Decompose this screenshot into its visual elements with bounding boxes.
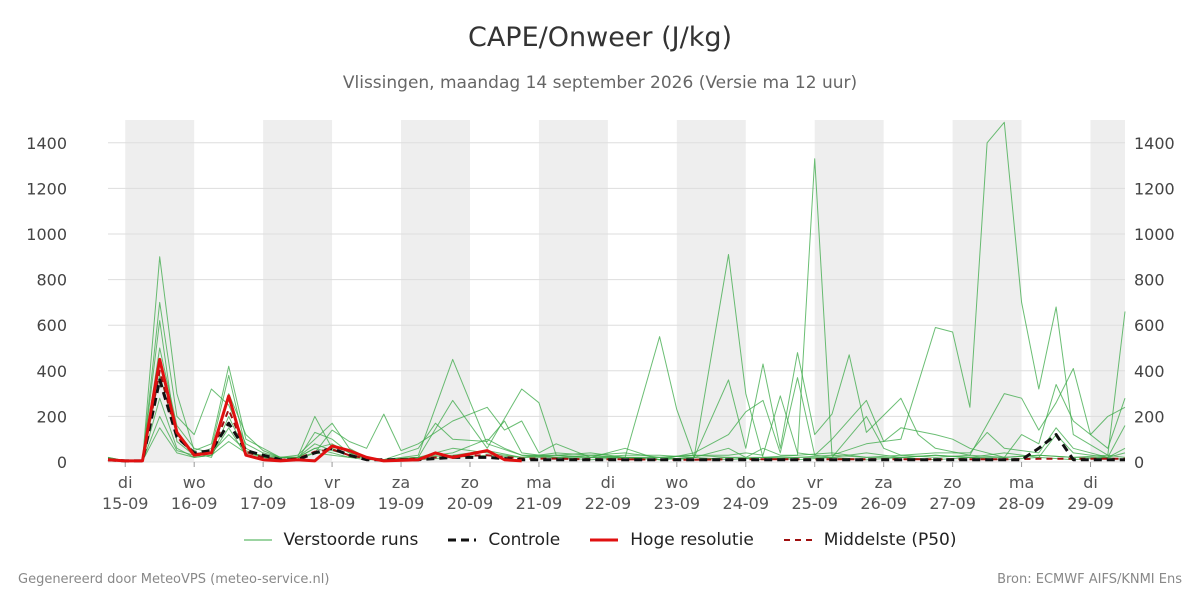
x-tick-label-date: 26-09 bbox=[860, 494, 907, 513]
x-tick-label-day: vr bbox=[324, 473, 340, 492]
x-tick-label-day: zo bbox=[461, 473, 479, 492]
y-tick-label-left: 200 bbox=[36, 407, 67, 426]
footer-generator: Gegenereerd door MeteoVPS (meteo-service… bbox=[18, 572, 330, 587]
x-tick-label-day: di bbox=[1083, 473, 1098, 492]
chart-subtitle: Vlissingen, maandag 14 september 2026 (V… bbox=[342, 73, 858, 93]
shaded-band bbox=[952, 120, 1022, 462]
legend-item-median[interactable]: Middelste (P50) bbox=[783, 530, 957, 550]
x-tick-label-day: wo bbox=[183, 473, 206, 492]
series-line-hires bbox=[107, 357, 522, 463]
x-tick-label-day: ma bbox=[1009, 473, 1034, 492]
legend-label-median: Middelste (P50) bbox=[823, 530, 957, 550]
legend-item-members[interactable]: Verstoorde runs bbox=[243, 530, 419, 550]
x-tick-label-date: 16-09 bbox=[171, 494, 218, 513]
x-tick-label-day: do bbox=[736, 473, 756, 492]
shaded-band bbox=[1090, 120, 1125, 462]
x-tick-label-day: di bbox=[118, 473, 133, 492]
shaded-band bbox=[814, 120, 884, 462]
x-tick-label-date: 24-09 bbox=[723, 494, 770, 513]
x-tick-label-date: 22-09 bbox=[585, 494, 632, 513]
y-tick-label-right: 200 bbox=[1134, 407, 1165, 426]
y-tick-label-left: 0 bbox=[57, 453, 67, 472]
y-tick-label-right: 0 bbox=[1134, 453, 1144, 472]
x-tick-label-date: 25-09 bbox=[791, 494, 838, 513]
y-tick-label-right: 800 bbox=[1134, 271, 1165, 290]
legend-swatch-control bbox=[448, 538, 477, 542]
x-tick-label-day: di bbox=[601, 473, 616, 492]
y-tick-label-right: 1400 bbox=[1134, 134, 1175, 153]
shaded-band bbox=[676, 120, 746, 462]
legend-item-control[interactable]: Controle bbox=[448, 530, 560, 550]
legend-label-control: Controle bbox=[488, 530, 561, 550]
y-tick-label-left: 1400 bbox=[26, 134, 67, 153]
y-tick-label-left: 600 bbox=[36, 316, 67, 335]
x-tick-label-date: 18-09 bbox=[309, 494, 356, 513]
x-tick-label-day: wo bbox=[665, 473, 688, 492]
x-tick-label-date: 20-09 bbox=[447, 494, 494, 513]
legend-swatch-members bbox=[243, 539, 272, 541]
y-tick-label-right: 1200 bbox=[1134, 179, 1175, 198]
x-tick-label-date: 28-09 bbox=[998, 494, 1045, 513]
x-tick-label-date: 29-09 bbox=[1067, 494, 1114, 513]
y-tick-label-left: 800 bbox=[36, 271, 67, 290]
y-tick-label-left: 1200 bbox=[26, 179, 67, 198]
x-tick-label-day: za bbox=[875, 473, 893, 492]
x-tick-label-day: vr bbox=[807, 473, 823, 492]
y-tick-label-right: 400 bbox=[1134, 362, 1165, 381]
legend-swatch-median bbox=[783, 539, 812, 541]
shaded-band bbox=[538, 120, 608, 462]
x-tick-label-date: 21-09 bbox=[516, 494, 563, 513]
x-tick-label-date: 17-09 bbox=[240, 494, 287, 513]
x-tick-label-date: 15-09 bbox=[102, 494, 149, 513]
y-tick-label-right: 1000 bbox=[1134, 225, 1175, 244]
footer-source: Bron: ECMWF AIFS/KNMI Ens bbox=[997, 572, 1182, 587]
series-line-median bbox=[107, 369, 1125, 462]
x-tick-label-date: 27-09 bbox=[929, 494, 976, 513]
x-tick-label-day: do bbox=[253, 473, 273, 492]
legend-label-hires: Hoge resolutie bbox=[630, 530, 754, 550]
x-tick-label-date: 23-09 bbox=[654, 494, 701, 513]
chart-title: CAPE/Onweer (J/kg) bbox=[467, 22, 732, 53]
shaded-band bbox=[125, 120, 195, 462]
legend-label-members: Verstoorde runs bbox=[283, 530, 419, 550]
shaded-band bbox=[401, 120, 470, 462]
chart-legend: Verstoorde runs Controle Hoge resolutie … bbox=[0, 530, 1200, 550]
x-tick-label-day: za bbox=[392, 473, 410, 492]
shaded-band bbox=[263, 120, 333, 462]
x-tick-label-date: 19-09 bbox=[378, 494, 425, 513]
y-tick-label-right: 600 bbox=[1134, 316, 1165, 335]
series-line-member bbox=[107, 397, 1126, 462]
y-tick-label-left: 400 bbox=[36, 362, 67, 381]
x-tick-label-day: zo bbox=[944, 473, 962, 492]
legend-item-hires[interactable]: Hoge resolutie bbox=[590, 530, 754, 550]
legend-swatch-hires bbox=[590, 538, 619, 542]
x-tick-label-day: ma bbox=[526, 473, 551, 492]
y-tick-label-left: 1000 bbox=[26, 225, 67, 244]
